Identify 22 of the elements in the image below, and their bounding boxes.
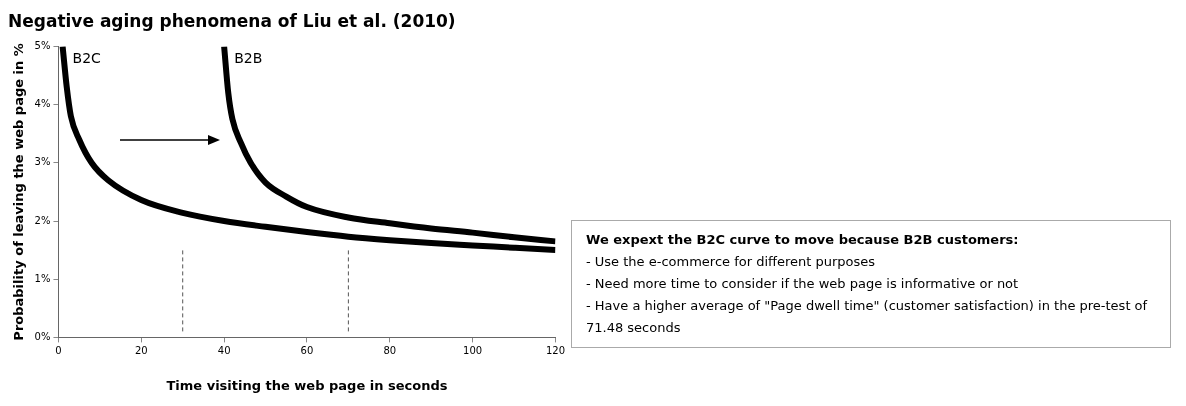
x-tick-label: 40	[217, 344, 231, 356]
y-tick-label: 5%	[34, 39, 51, 51]
text: - Need more time to consider if the web page is informative or not	[586, 275, 1020, 293]
x-tick-label: 100	[463, 344, 483, 356]
x-tick-label: 120	[545, 344, 565, 356]
text: - Use the e-commerce for different purposes	[586, 253, 877, 271]
series-label: B2C	[72, 50, 102, 67]
x-tick-label: 80	[383, 344, 397, 356]
text: We expext the B2C curve to move because B2B customers:	[586, 231, 1020, 249]
y-tick-label: 0%	[34, 330, 51, 342]
x-tick-label: 60	[300, 344, 314, 356]
x-tick-label: 20	[134, 344, 148, 356]
text: - Have a higher average of "Page dwell time" (customer satisfaction) in the pre-test of 71.48 seconds	[586, 297, 1149, 337]
x-axis-title: Time visiting the web page in seconds	[166, 377, 448, 393]
y-tick-label: 4%	[34, 98, 51, 110]
y-tick-label: 1%	[34, 272, 51, 284]
y-tick-label: 3%	[34, 156, 51, 168]
x-tick-label: 0	[55, 344, 62, 356]
y-axis-title: Probability of leaving the web page in %	[11, 43, 27, 341]
chart-title: Negative aging phenomena of Liu et al. (2010)	[8, 10, 456, 31]
series-label: B2B	[234, 50, 263, 67]
y-tick-label: 2%	[34, 214, 51, 226]
